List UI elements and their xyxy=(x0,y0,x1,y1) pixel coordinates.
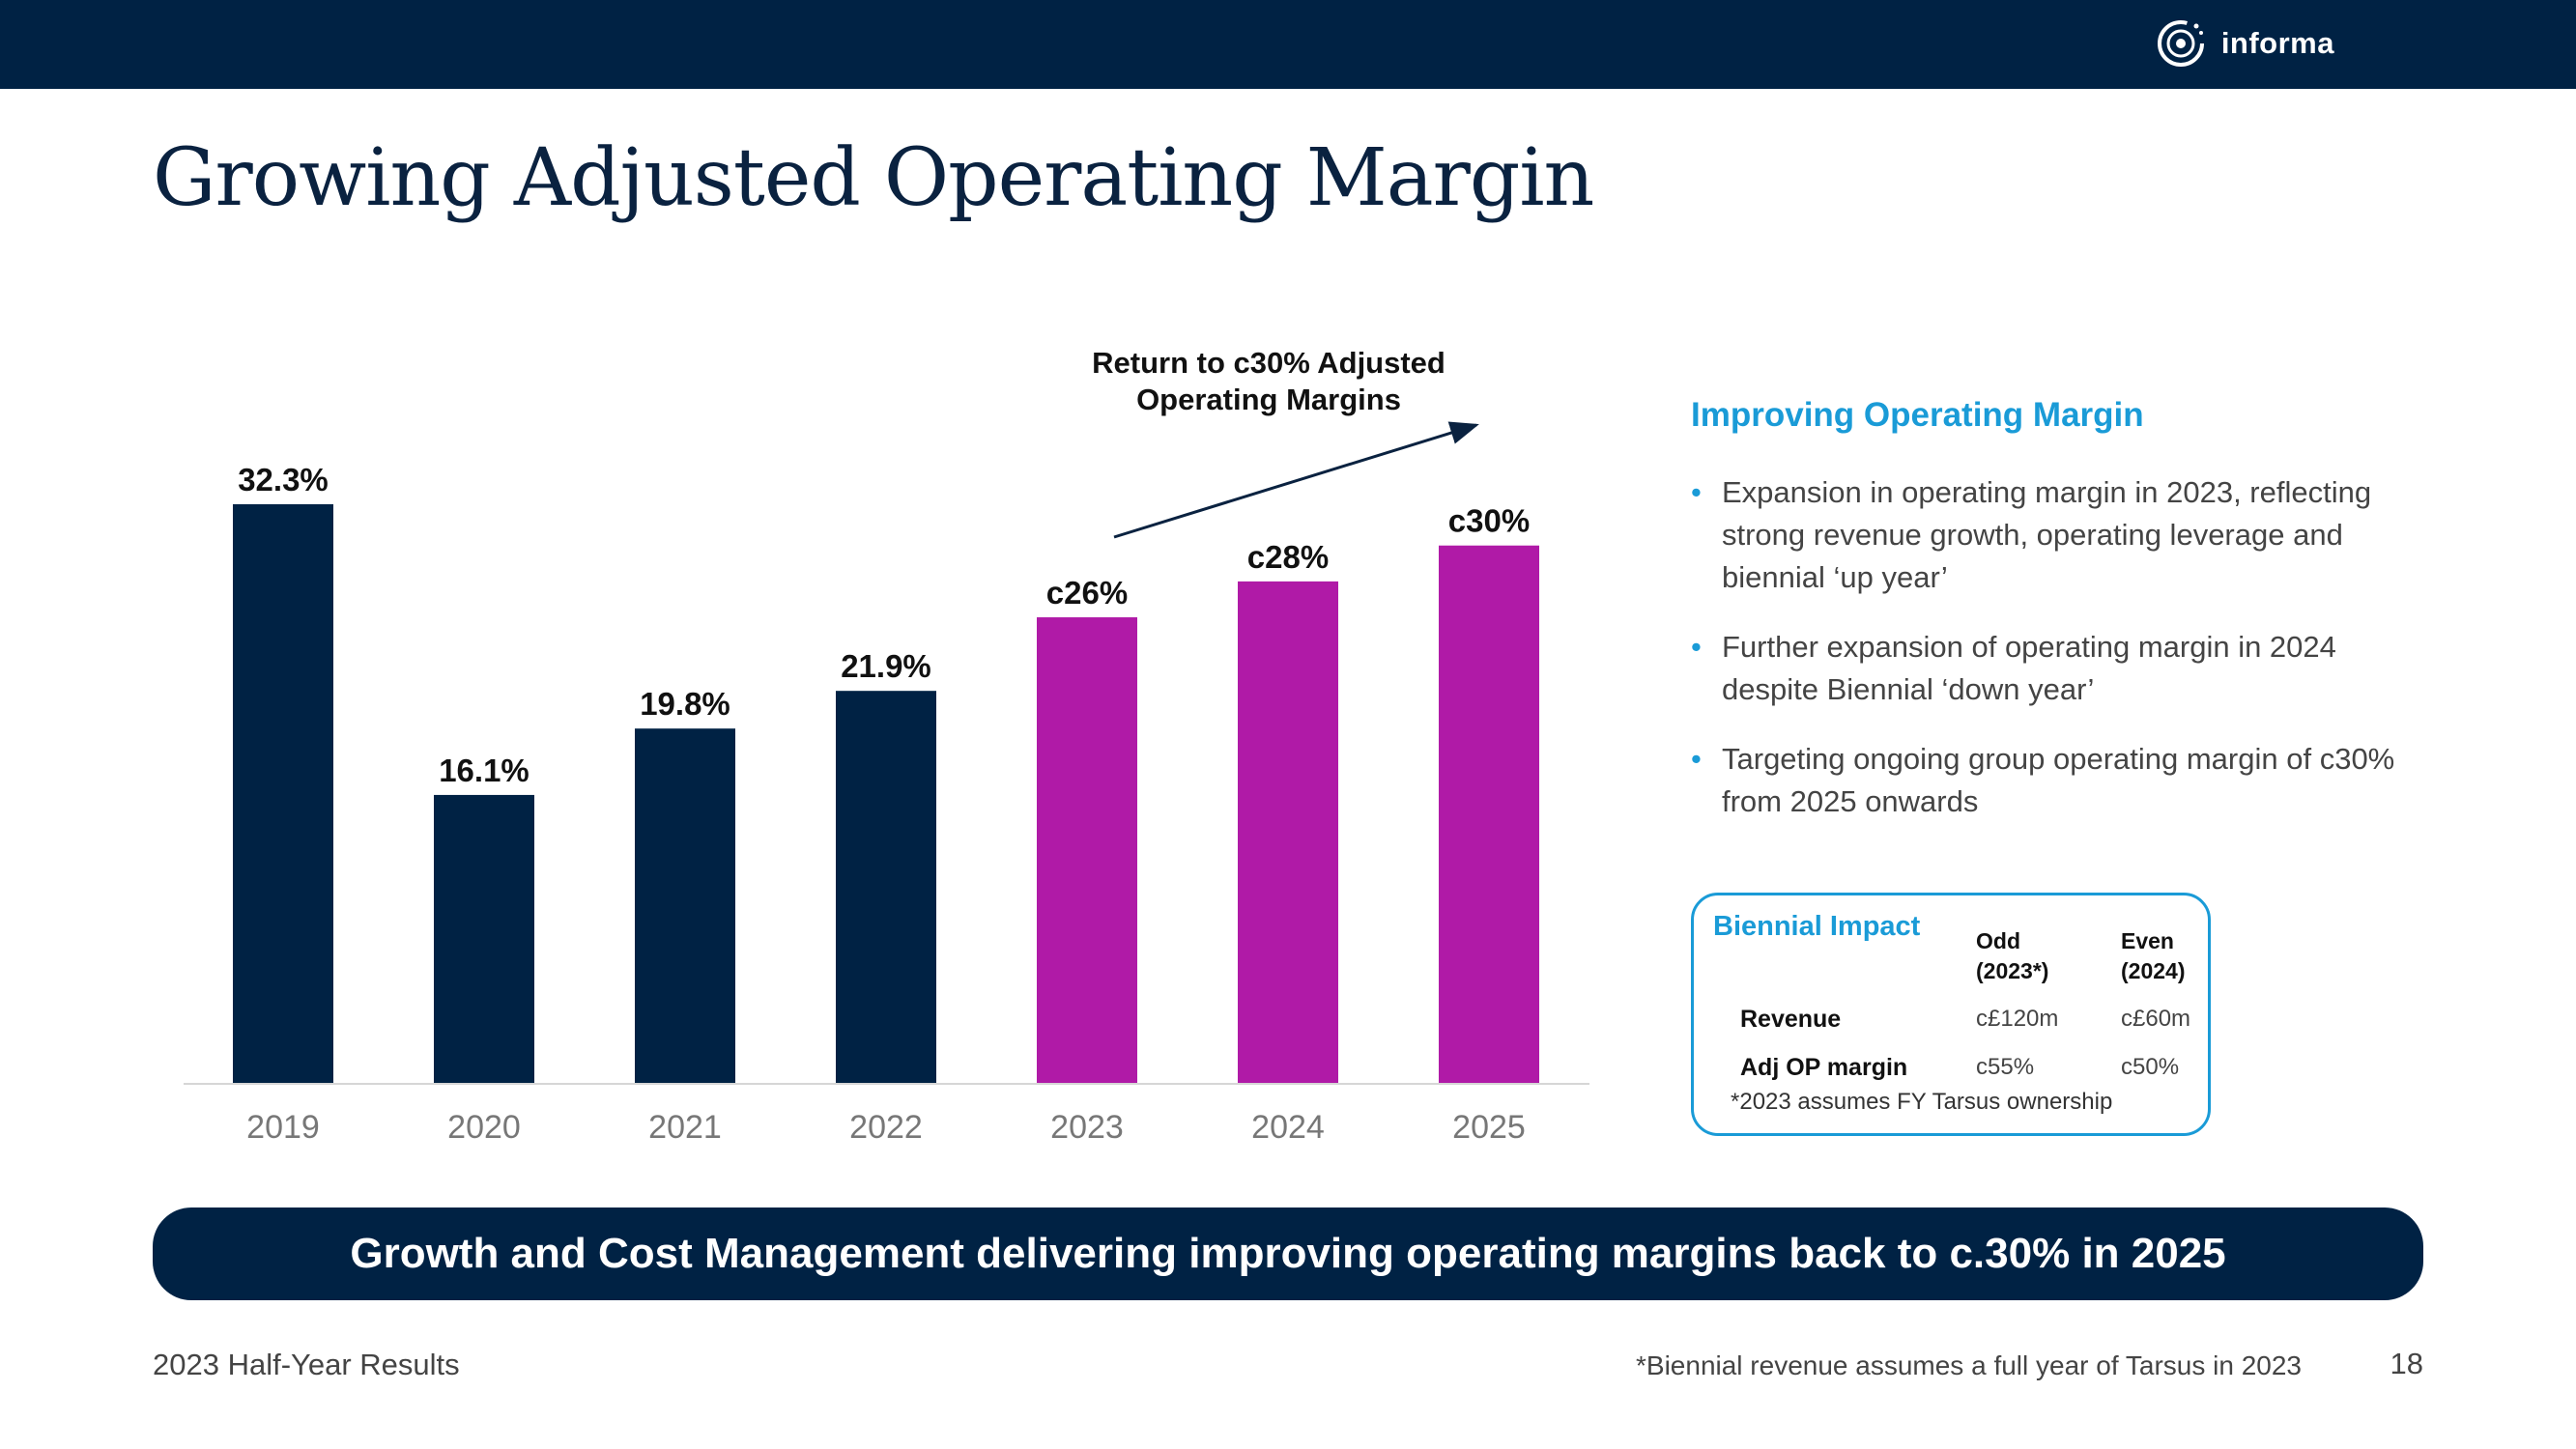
footer-title: 2023 Half-Year Results xyxy=(153,1348,460,1381)
logo-text: informa xyxy=(2220,26,2334,60)
x-tick-label: 2020 xyxy=(447,1109,521,1146)
revenue-row-label: Revenue xyxy=(1740,1006,1842,1033)
bar-2020 xyxy=(434,794,534,1084)
top-bar: informa xyxy=(0,0,2576,89)
bar-value-label: c26% xyxy=(1046,575,1128,611)
annotation-line-1: Return to c30% Adjusted xyxy=(1092,346,1445,380)
bullet-list: Expansion in operating margin in 2023, r… xyxy=(1691,471,2425,850)
page-title: Growing Adjusted Operating Margin xyxy=(153,132,1594,224)
bar-2025 xyxy=(1439,545,1539,1084)
even-header-year: (2024) xyxy=(2121,958,2186,983)
bar-chart: 32.3% 2019 16.1% 2020 19.8% 2021 21.9% 2022 c26%… xyxy=(184,346,1589,1146)
bullet-item: Further expansion of operating margin in… xyxy=(1691,626,2425,711)
trend-arrow xyxy=(1113,421,1479,539)
summary-banner: Growth and Cost Management delivering im… xyxy=(153,1208,2423,1300)
biennial-impact-box: Biennial Impact Odd (2023*) Even (2024) … xyxy=(1691,893,2211,1136)
informa-ring-logo-icon xyxy=(2157,20,2204,67)
x-tick-label: 2025 xyxy=(1452,1109,1526,1146)
revenue-even-value: c£60m xyxy=(2121,1006,2191,1032)
chart-bars: 32.3% 2019 16.1% 2020 19.8% 2021 21.9% 2022 c26%… xyxy=(233,462,1539,1146)
bar-2023 xyxy=(1037,617,1137,1084)
x-tick-label: 2021 xyxy=(648,1109,722,1146)
bar-value-label: c30% xyxy=(1448,503,1530,539)
bullet-item: Targeting ongoing group operating margin… xyxy=(1691,738,2425,823)
odd-column-header: Odd (2023*) xyxy=(1976,926,2048,986)
biennial-title: Biennial Impact xyxy=(1713,911,1921,942)
bar-value-label: 21.9% xyxy=(841,648,931,684)
side-heading: Improving Operating Margin xyxy=(1691,396,2144,434)
bar-value-label: c28% xyxy=(1247,539,1329,575)
annotation-line-2: Operating Margins xyxy=(1136,383,1401,416)
x-tick-label: 2024 xyxy=(1251,1109,1325,1146)
margin-odd-value: c55% xyxy=(1976,1054,2035,1080)
x-tick-label: 2023 xyxy=(1050,1109,1124,1146)
even-column-header: Even (2024) xyxy=(2121,926,2185,986)
page-number: 18 xyxy=(2390,1347,2423,1380)
bar-value-label: 16.1% xyxy=(439,753,530,788)
x-tick-label: 2022 xyxy=(849,1109,923,1146)
footer-note: *Biennial revenue assumes a full year of… xyxy=(1636,1350,2302,1380)
margin-even-value: c50% xyxy=(2121,1054,2180,1080)
bar-2021 xyxy=(635,728,735,1084)
bar-2019 xyxy=(233,504,333,1084)
bar-2024 xyxy=(1238,581,1338,1084)
margin-row-label: Adj OP margin xyxy=(1740,1054,1908,1081)
revenue-odd-value: c£120m xyxy=(1976,1006,2059,1032)
bar-2022 xyxy=(836,691,936,1084)
odd-header-year: (2023*) xyxy=(1976,958,2049,983)
bullet-item: Expansion in operating margin in 2023, r… xyxy=(1691,471,2425,599)
even-header-label: Even xyxy=(2121,928,2174,953)
x-tick-label: 2019 xyxy=(246,1109,320,1146)
bar-value-label: 32.3% xyxy=(238,462,329,497)
biennial-footnote: *2023 assumes FY Tarsus ownership xyxy=(1731,1089,2113,1115)
brand-logo: informa xyxy=(2154,14,2334,73)
odd-header-label: Odd xyxy=(1976,928,2020,953)
bar-value-label: 19.8% xyxy=(640,686,730,722)
